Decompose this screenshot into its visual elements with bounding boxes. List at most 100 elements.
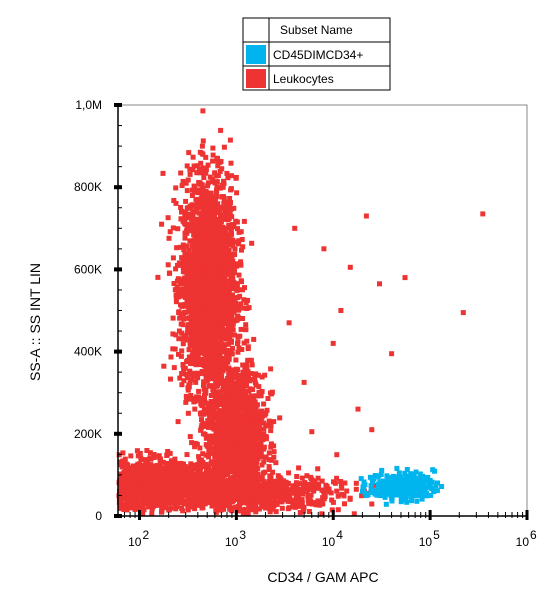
point-leukocytes bbox=[268, 444, 274, 450]
point-leukocytes bbox=[155, 274, 161, 280]
point-leukocytes bbox=[209, 228, 215, 234]
point-leukocytes bbox=[216, 205, 222, 211]
point-leukocytes bbox=[195, 275, 201, 280]
point-leukocytes bbox=[195, 354, 201, 360]
point-leukocytes bbox=[245, 369, 251, 375]
point-leukocytes bbox=[180, 178, 186, 184]
point-leukocytes bbox=[232, 252, 237, 257]
point-leukocytes bbox=[207, 231, 213, 237]
point-leukocytes bbox=[241, 305, 247, 311]
point-leukocytes bbox=[255, 456, 261, 462]
point-leukocytes bbox=[180, 265, 186, 270]
point-leukocytes bbox=[259, 389, 265, 394]
point-leukocytes bbox=[208, 305, 214, 311]
point-leukocytes bbox=[181, 247, 187, 253]
point-leukocytes bbox=[218, 127, 224, 133]
point-leukocytes bbox=[182, 220, 188, 226]
point-leukocytes bbox=[223, 426, 228, 432]
point-leukocytes bbox=[188, 461, 194, 467]
point-leukocytes bbox=[166, 270, 172, 276]
point-leukocytes bbox=[206, 226, 212, 232]
point-leukocytes bbox=[226, 402, 232, 407]
point-leukocytes bbox=[215, 155, 220, 161]
point-leukocytes bbox=[144, 448, 150, 453]
point-leukocytes bbox=[197, 445, 203, 451]
point-leukocytes bbox=[227, 137, 233, 143]
point-leukocytes bbox=[222, 208, 228, 214]
point-leukocytes bbox=[265, 423, 271, 428]
point-leukocytes bbox=[225, 410, 231, 416]
point-leukocytes bbox=[241, 340, 247, 346]
point-leukocytes bbox=[190, 309, 196, 315]
point-leukocytes bbox=[202, 244, 208, 250]
point-leukocytes bbox=[220, 279, 226, 285]
point-leukocytes bbox=[239, 279, 244, 285]
point-leukocytes bbox=[178, 302, 183, 308]
point-leukocytes bbox=[259, 432, 265, 437]
point-leukocytes bbox=[231, 266, 237, 272]
point-leukocytes bbox=[170, 315, 176, 321]
point-leukocytes bbox=[226, 309, 232, 315]
point-leukocytes bbox=[208, 321, 214, 327]
point-leukocytes bbox=[228, 237, 234, 243]
point-leukocytes bbox=[223, 247, 229, 253]
point-leukocytes bbox=[173, 296, 179, 302]
point-leukocytes bbox=[168, 458, 174, 464]
point-leukocytes bbox=[116, 499, 122, 505]
point-leukocytes bbox=[198, 298, 204, 304]
point-leukocytes bbox=[216, 408, 222, 414]
point-leukocytes bbox=[175, 262, 180, 268]
point-leukocytes bbox=[214, 360, 220, 366]
point-leukocytes bbox=[253, 418, 259, 424]
point-leukocytes bbox=[191, 330, 197, 336]
point-leukocytes bbox=[207, 441, 213, 447]
point-leukocytes bbox=[143, 460, 149, 466]
point-leukocytes bbox=[202, 261, 208, 267]
point-leukocytes bbox=[235, 261, 240, 267]
point-leukocytes bbox=[210, 233, 216, 239]
point-leukocytes bbox=[120, 471, 126, 477]
point-leukocytes bbox=[214, 224, 220, 230]
point-leukocytes bbox=[211, 291, 217, 296]
point-leukocytes bbox=[229, 413, 234, 419]
point-leukocytes bbox=[226, 222, 232, 228]
point-leukocytes bbox=[209, 176, 215, 182]
point-leukocytes bbox=[194, 332, 200, 338]
point-leukocytes bbox=[228, 186, 234, 192]
point-leukocytes bbox=[226, 248, 232, 254]
point-leukocytes bbox=[201, 286, 207, 292]
point-leukocytes bbox=[204, 408, 210, 414]
point-leukocytes bbox=[202, 254, 208, 260]
point-leukocytes bbox=[217, 456, 222, 462]
point-leukocytes bbox=[245, 371, 251, 377]
point-leukocytes bbox=[190, 350, 196, 356]
point-leukocytes bbox=[171, 281, 177, 286]
point-leukocytes bbox=[181, 316, 187, 322]
point-leukocytes bbox=[193, 289, 199, 295]
point-leukocytes bbox=[249, 362, 255, 368]
point-leukocytes bbox=[141, 507, 147, 513]
point-leukocytes bbox=[213, 301, 219, 307]
point-leukocytes bbox=[182, 365, 188, 371]
point-leukocytes bbox=[244, 306, 250, 311]
point-leukocytes bbox=[192, 335, 198, 341]
point-leukocytes bbox=[179, 371, 185, 376]
point-leukocytes bbox=[234, 383, 240, 389]
point-leukocytes bbox=[240, 458, 246, 464]
point-leukocytes bbox=[215, 417, 221, 423]
point-leukocytes bbox=[182, 301, 188, 307]
point-leukocytes bbox=[173, 185, 179, 191]
point-leukocytes bbox=[257, 425, 263, 431]
point-leukocytes bbox=[201, 208, 207, 214]
point-leukocytes bbox=[210, 275, 216, 281]
point-leukocytes bbox=[207, 333, 213, 339]
point-leukocytes bbox=[238, 451, 244, 457]
point-leukocytes bbox=[161, 504, 167, 510]
point-leukocytes bbox=[183, 282, 189, 288]
data-points bbox=[116, 108, 486, 517]
point-leukocytes bbox=[263, 410, 269, 416]
point-leukocytes bbox=[227, 444, 233, 450]
point-leukocytes bbox=[218, 243, 224, 249]
point-leukocytes bbox=[238, 390, 244, 396]
point-leukocytes bbox=[231, 269, 237, 275]
